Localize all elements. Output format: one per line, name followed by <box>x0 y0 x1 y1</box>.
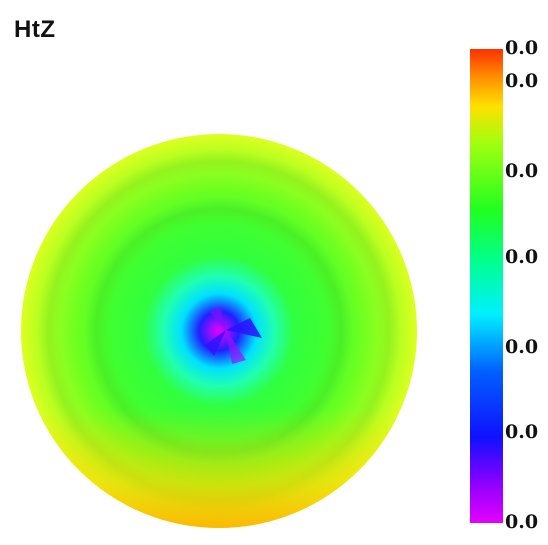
colorbar-tick-label: 0.0 <box>505 420 539 443</box>
colorbar-gradient <box>470 49 503 523</box>
center-facet <box>205 330 226 356</box>
disc-warm-edge <box>21 134 417 528</box>
center-spokes <box>205 306 262 364</box>
colorbar-tick-label: 0.0 <box>505 335 539 358</box>
colorbar-tick-label: 0.0 <box>505 37 539 59</box>
chart-title: HtZ <box>14 16 56 43</box>
colorbar-tick-label: 0.0 <box>505 511 539 533</box>
colorbar-tick-label: 0.0 <box>505 160 539 183</box>
colorbar-tick-label: 0.0 <box>505 245 539 268</box>
center-facet <box>226 330 246 364</box>
center-facet <box>210 306 226 330</box>
center-facet <box>226 318 262 338</box>
colorbar-tick-label: 0.0 <box>505 70 539 93</box>
